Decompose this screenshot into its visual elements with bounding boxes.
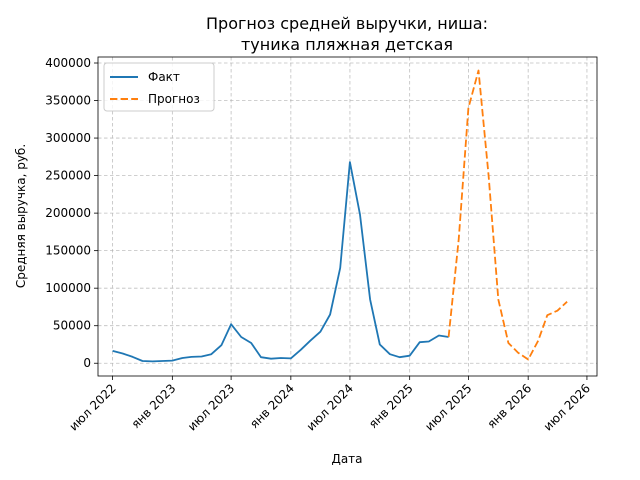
legend-label-forecast: Прогноз [148, 92, 200, 106]
legend: Факт Прогноз [103, 62, 215, 112]
x-tick-label: янв 2024 [247, 381, 297, 431]
x-tick-label: янв 2026 [484, 381, 534, 431]
y-tick-label: 100000 [45, 281, 91, 295]
x-tick-label: июл 2026 [541, 381, 593, 433]
grid-lines [98, 57, 597, 376]
legend-label-fact: Факт [148, 70, 180, 84]
x-tick-label: июл 2022 [66, 381, 118, 433]
series-line-forecast [447, 69, 568, 361]
chart-title-line-2: туника пляжная детская [241, 35, 453, 54]
y-axis-ticks: 0 50000 100000 150000 200000 250000 300000 3500… [45, 56, 98, 370]
x-tick-label: июл 2025 [422, 381, 474, 433]
series-line-fact [112, 161, 449, 363]
x-tick-label: янв 2025 [366, 381, 416, 431]
x-axis-ticks: июл 2022 янв 2023 июл 2023 янв 2024 июл 2024… [66, 376, 593, 434]
y-tick-label: 150000 [45, 244, 91, 258]
series-lines [112, 69, 568, 363]
chart-title-line-1: Прогноз средней выручки, ниша: [206, 14, 488, 33]
y-tick-label: 300000 [45, 131, 91, 145]
x-tick-label: июл 2024 [304, 381, 356, 433]
y-axis-label: Средняя выручка, руб. [14, 144, 28, 288]
x-tick-label: июл 2023 [185, 381, 237, 433]
plot-frame [97, 56, 598, 377]
y-tick-label: 0 [83, 356, 91, 370]
x-tick-label: янв 2023 [129, 381, 179, 431]
y-tick-label: 50000 [53, 319, 91, 333]
y-tick-label: 200000 [45, 206, 91, 220]
y-tick-label: 250000 [45, 169, 91, 183]
y-tick-label: 350000 [45, 94, 91, 108]
x-axis-label: Дата [331, 452, 362, 466]
y-tick-label: 400000 [45, 56, 91, 70]
